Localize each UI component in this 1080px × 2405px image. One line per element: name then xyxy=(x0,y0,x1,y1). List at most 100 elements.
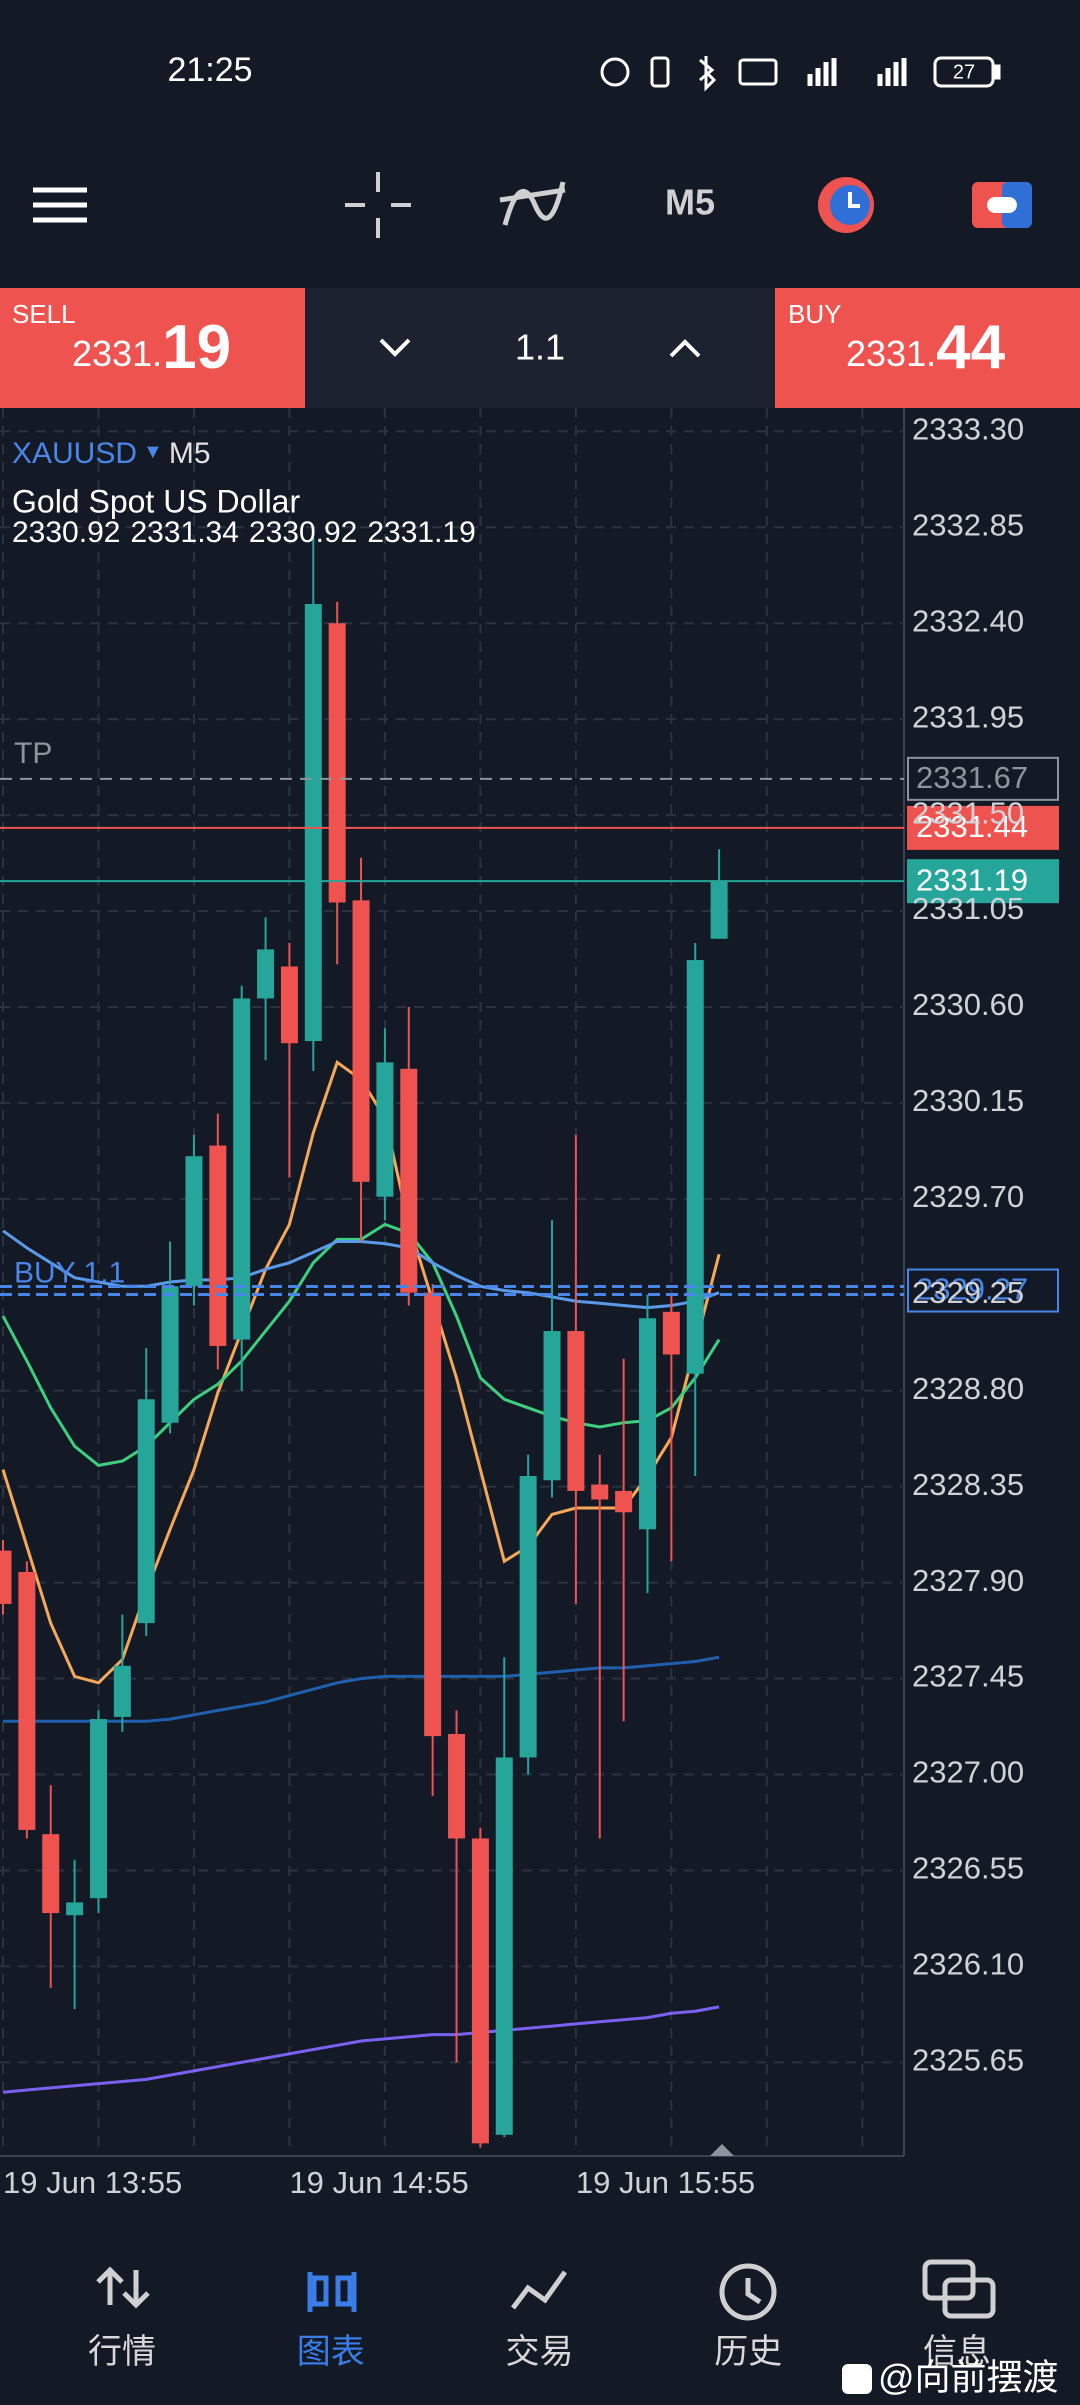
volume-decrease[interactable] xyxy=(379,338,411,357)
nav-label[interactable]: 历史 xyxy=(714,2333,782,2371)
sell-price: 2331.19 xyxy=(72,313,231,382)
ohlc-line: 2330.92 2331.34 2330.92 2331.19 xyxy=(12,516,476,549)
nav-label[interactable]: 交易 xyxy=(506,2333,574,2371)
time-tick-label: 19 Jun 14:55 xyxy=(289,2165,468,2200)
price-tick-label: 2330.60 xyxy=(912,987,1024,1022)
menu-icon[interactable] xyxy=(33,187,87,223)
price-tick-label: 2331.05 xyxy=(912,891,1024,926)
timeframe-button[interactable]: M5 xyxy=(665,182,715,223)
candle-body xyxy=(424,1292,442,1737)
candle-body xyxy=(400,1068,418,1293)
price-tag xyxy=(907,756,1059,801)
status-icons xyxy=(600,56,1001,92)
candle-body xyxy=(543,1331,561,1481)
price-tick-label: 2331.95 xyxy=(912,699,1024,734)
watermark-logo xyxy=(842,2364,872,2394)
symbol-dropdown[interactable]: ▼ xyxy=(143,441,163,463)
candle-body xyxy=(185,1156,203,1287)
battery-level: 27 xyxy=(953,61,975,83)
price-tag xyxy=(907,859,1059,904)
scroll-marker[interactable] xyxy=(710,2144,734,2156)
sell-price-pips: 19 xyxy=(162,313,231,382)
price-tag-label: 2331.67 xyxy=(916,760,1028,795)
candle-body xyxy=(710,881,728,939)
candles xyxy=(0,537,728,2148)
candle-body xyxy=(519,1476,537,1758)
volume-value[interactable]: 1.1 xyxy=(515,327,565,368)
candle-body xyxy=(567,1331,585,1491)
price-tick-label: 2333.30 xyxy=(912,412,1024,447)
bottom-nav: 行情 图表 交易 历史 信息 xyxy=(88,2333,991,2371)
buy-label: BUY xyxy=(788,299,841,329)
candle-body xyxy=(280,966,298,1044)
candle-body xyxy=(257,949,275,999)
candle-body xyxy=(66,1902,84,1916)
clock-icon[interactable] xyxy=(818,177,874,233)
symbol-description: Gold Spot US Dollar xyxy=(12,483,300,519)
candle-body xyxy=(328,623,346,903)
candle-body xyxy=(42,1834,60,1914)
moving-average xyxy=(2,1229,720,1310)
candle-body xyxy=(615,1490,633,1513)
price-tick-label: 2325.65 xyxy=(912,2043,1024,2078)
price-tick-label: 2328.80 xyxy=(912,1371,1024,1406)
nav-label[interactable]: 图表 xyxy=(297,2333,365,2371)
sell-button[interactable] xyxy=(0,288,305,408)
candle-body xyxy=(686,960,704,1374)
candle-body xyxy=(662,1311,680,1355)
sell-price-main: 2331. xyxy=(72,333,162,374)
candle-body xyxy=(638,1318,656,1530)
symbol[interactable]: XAUUSD xyxy=(12,437,137,470)
candle-body xyxy=(137,1399,155,1624)
candle-body xyxy=(233,998,251,1340)
levels: TP 2331.67 2331.44 2331.19 BUY 1.1 2329.27 xyxy=(0,737,1059,1313)
price-tag-label: 2329.27 xyxy=(916,1272,1028,1307)
indicators-icon[interactable] xyxy=(499,181,566,226)
watermark: @向前摆渡 xyxy=(878,2357,1059,2398)
price-tick-label: 2327.90 xyxy=(912,1563,1024,1598)
ohlc-high: 2331.34 xyxy=(130,516,238,549)
price-tag xyxy=(907,1268,1059,1313)
volume-increase[interactable] xyxy=(669,339,701,358)
ohlc-open: 2330.92 xyxy=(12,516,120,549)
price-tick-label: 2326.10 xyxy=(912,1947,1024,1982)
buy-price: 2331.44 xyxy=(846,313,1006,382)
time-tick-label: 19 Jun 13:55 xyxy=(3,2165,182,2200)
price-tick-label: 2332.85 xyxy=(912,507,1024,542)
candle-body xyxy=(304,604,322,1042)
candle-body xyxy=(448,1733,466,1839)
level-label: TP xyxy=(14,737,52,770)
candle-body xyxy=(18,1571,36,1830)
trade-toggle-icon[interactable] xyxy=(972,182,1032,228)
nav-label[interactable]: 信息 xyxy=(923,2333,991,2371)
buy-button[interactable] xyxy=(775,288,1080,408)
candle-body xyxy=(0,1550,12,1604)
moving-average xyxy=(2,2005,720,2094)
ohlc-low: 2330.92 xyxy=(249,516,357,549)
price-tick-label: 2327.45 xyxy=(912,1659,1024,1694)
buy-price-main: 2331. xyxy=(846,333,936,374)
nav-label[interactable]: 行情 xyxy=(88,2333,156,2371)
candle-body xyxy=(161,1286,179,1423)
candle-body xyxy=(591,1484,609,1500)
price-tag-label: 2331.19 xyxy=(916,862,1028,897)
candle-body xyxy=(495,1757,513,2135)
price-tag-label: 2331.44 xyxy=(916,809,1028,844)
price-tick-label: 2326.55 xyxy=(912,1851,1024,1886)
axes: 2333.30 2332.85 2332.40 2331.95 2331.50 2331.… xyxy=(3,412,1024,2201)
candle-body xyxy=(471,1838,489,2144)
candle-body xyxy=(89,1719,107,1899)
nav-icons xyxy=(96,2259,996,2321)
crosshair-icon[interactable] xyxy=(345,172,411,238)
price-tick-label: 2328.35 xyxy=(912,1467,1024,1502)
price-tick-label: 2329.70 xyxy=(912,1179,1024,1214)
candle-body xyxy=(209,1145,227,1346)
level-label: BUY 1.1 xyxy=(14,1256,125,1289)
price-tick-label: 2330.15 xyxy=(912,1083,1024,1118)
candle-body xyxy=(113,1665,131,1717)
price-tick-label: 2329.25 xyxy=(912,1275,1024,1310)
candle-body xyxy=(352,900,370,1182)
symbol-timeframe: M5 xyxy=(169,437,211,470)
